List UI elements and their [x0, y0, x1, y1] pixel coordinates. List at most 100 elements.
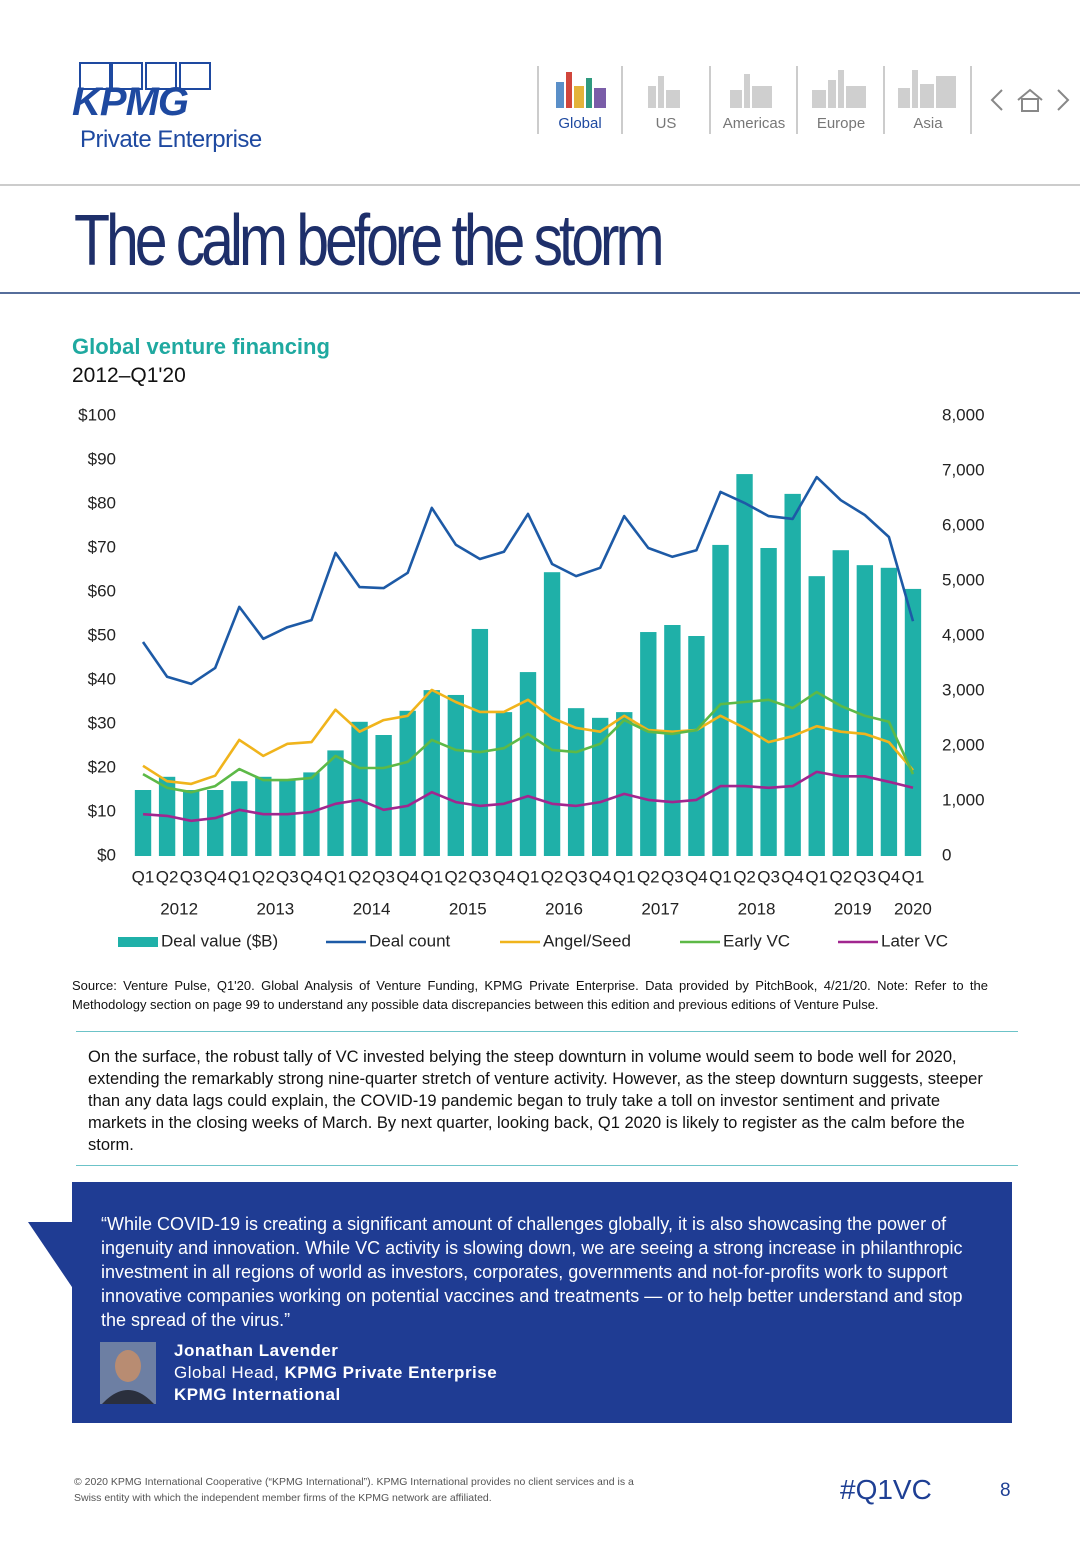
nav-tab[interactable]: Americas	[722, 115, 786, 132]
x-tick-label: Q1	[420, 867, 443, 886]
rule	[76, 1165, 1018, 1166]
legend-label: Angel/Seed	[543, 931, 631, 950]
bar	[399, 710, 416, 856]
quote-org: KPMG International	[174, 1385, 341, 1404]
x-tick-label: Q3	[276, 867, 299, 886]
x-tick-label: Q1	[613, 867, 636, 886]
nav-arrows[interactable]	[990, 88, 1070, 112]
x-tick-label: Q4	[589, 867, 612, 886]
legend-swatch	[118, 937, 158, 947]
bar	[808, 576, 825, 856]
x-tick-label: Q3	[469, 867, 492, 886]
quote-name: Jonathan Lavender	[174, 1341, 339, 1360]
chart-title: Global venture financing	[72, 334, 330, 359]
bar	[207, 790, 224, 856]
page-number: 8	[1000, 1480, 1011, 1501]
tick-label: $50	[88, 625, 116, 644]
tick-label: $70	[88, 537, 116, 556]
bar	[255, 776, 272, 856]
x-tick-label: Q3	[180, 867, 203, 886]
portrait	[100, 1342, 156, 1404]
nav-tab[interactable]: Global	[558, 115, 602, 132]
x-tick-label: Q3	[661, 867, 684, 886]
tick-label: 4,000	[942, 625, 985, 644]
tick-label: 8,000	[942, 405, 985, 424]
x-tick-label: Q2	[252, 867, 275, 886]
bar	[592, 717, 609, 856]
tick-label: $10	[88, 801, 116, 820]
x-tick-label: Q1	[132, 867, 155, 886]
body-text: On the surface, the robust tally of VC i…	[88, 1048, 983, 1154]
legend-label: Early VC	[723, 931, 790, 950]
nav-tab[interactable]: US	[655, 115, 677, 132]
bar	[904, 588, 922, 856]
chart-source: Source: Venture Pulse, Q1'20. Global Ana…	[72, 978, 988, 1012]
tick-label: 3,000	[942, 680, 985, 699]
bar	[519, 672, 537, 856]
x-tick-label: Q4	[300, 867, 323, 886]
bar	[760, 548, 777, 856]
tick-label: $40	[88, 669, 116, 688]
rule	[76, 1031, 1018, 1032]
x-tick-label: Q2	[637, 867, 660, 886]
bar	[543, 572, 561, 856]
bar	[134, 790, 152, 856]
bar	[784, 493, 801, 856]
logo-subtitle: Private Enterprise	[80, 126, 262, 153]
x-tick-label: Q2	[444, 867, 467, 886]
year-label: 2016	[545, 899, 583, 918]
tick-label: 1,000	[942, 790, 985, 809]
quote-notch	[28, 1222, 74, 1290]
line	[142, 770, 914, 823]
x-tick-label: Q1	[709, 867, 732, 886]
year-label: 2013	[256, 899, 294, 918]
bar	[832, 550, 849, 856]
nav-tab[interactable]: Europe	[816, 115, 866, 132]
bar	[664, 625, 681, 856]
year-label: 2014	[353, 899, 391, 918]
line	[141, 475, 915, 686]
logo-boxes	[79, 62, 211, 90]
tick-label: $20	[88, 757, 116, 776]
year-label: 2017	[641, 899, 679, 918]
x-tick-label: Q2	[348, 867, 371, 886]
line	[142, 688, 914, 786]
x-tick-label: Q4	[878, 867, 901, 886]
bar	[640, 632, 657, 856]
x-tick-label: Q1	[228, 867, 251, 886]
year-label: 2019	[834, 899, 872, 918]
tick-label: $0	[97, 845, 116, 864]
bar	[712, 544, 729, 856]
bar	[856, 565, 874, 856]
chart-subtitle: 2012–Q1'20	[72, 364, 186, 387]
x-tick-label: Q1	[902, 867, 925, 886]
tick-label: $90	[88, 449, 116, 468]
bar	[495, 712, 513, 856]
role-org: KPMG Private Enterprise	[284, 1363, 498, 1382]
chart: $0 $10 $20 $30 $40 $50 $60 $70 $80 $90 $100 0 1,000 2…	[78, 405, 985, 950]
year-label: 2012	[160, 899, 198, 918]
tick-label: 2,000	[942, 735, 985, 754]
x-tick-label: Q1	[517, 867, 540, 886]
bar	[447, 694, 464, 856]
bar	[471, 628, 489, 856]
bar	[616, 712, 633, 856]
x-tick-label: Q4	[781, 867, 804, 886]
bar	[279, 779, 296, 856]
nav-tab[interactable]: Asia	[913, 115, 943, 132]
year-label: 2020	[894, 899, 932, 918]
year-label: 2015	[449, 899, 487, 918]
tick-label: $30	[88, 713, 116, 732]
bar	[567, 708, 585, 856]
page-title: The calm before the storm	[74, 201, 665, 281]
legend-label: Deal value ($B)	[161, 931, 278, 950]
bar	[736, 474, 753, 856]
copyright: © 2020 KPMG International Cooperative (“…	[74, 1476, 634, 1504]
x-tick-label: Q1	[324, 867, 347, 886]
bar	[303, 772, 320, 856]
x-tick-label: Q3	[757, 867, 780, 886]
quote-background	[72, 1182, 1012, 1423]
tick-label: 5,000	[942, 570, 985, 589]
x-tick-label: Q3	[565, 867, 588, 886]
x-tick-label: Q1	[805, 867, 828, 886]
